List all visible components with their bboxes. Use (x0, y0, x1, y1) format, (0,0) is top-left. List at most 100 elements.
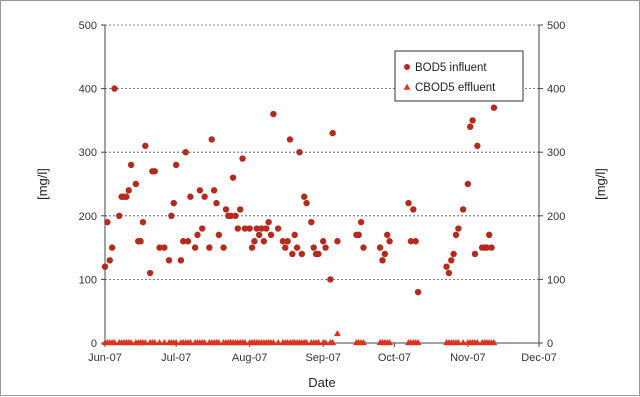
bod5-point (467, 123, 474, 130)
cbod5-point (322, 338, 329, 346)
bod5-point (443, 263, 450, 270)
cbod5-point (454, 338, 462, 346)
x-tick-label: Aug-07 (232, 352, 267, 364)
bod5-point (222, 206, 230, 213)
bod5-point (142, 142, 149, 150)
bod5-point (132, 180, 140, 188)
cbod5-point (490, 338, 498, 346)
cbod5-point (360, 338, 367, 346)
bod5-point (315, 250, 322, 258)
bod5-point (450, 250, 457, 258)
y-tick-label: 100 (547, 274, 565, 286)
y-tick-label: 300 (79, 147, 97, 159)
bod5-point (127, 161, 135, 169)
bod5-point (146, 269, 154, 277)
cbod5-point (303, 338, 310, 346)
bod5-point (459, 206, 467, 213)
bod5-point (210, 187, 218, 194)
bod5-point (293, 244, 301, 251)
x-tick-label: Oct-07 (378, 352, 411, 364)
bod5-point (116, 212, 123, 219)
y-ticks-right: 0 100 200 300 400 500 (539, 20, 565, 350)
bod5-point (464, 180, 472, 188)
bod5-influent-series (101, 85, 498, 296)
bod5-point (156, 244, 163, 251)
bod5-point (201, 193, 208, 200)
bod5-point (274, 225, 282, 232)
bod5-point (386, 238, 393, 245)
y-tick-label: 0 (91, 338, 97, 350)
bod5-point (251, 238, 258, 245)
bod5-point (445, 269, 453, 277)
bod5-point (232, 212, 239, 219)
x-axis-title: Date (308, 375, 335, 390)
y-tick-label: 500 (79, 20, 97, 32)
y-axis-title-left: [mg/l] (35, 168, 50, 200)
cbod5-point (160, 338, 168, 346)
cbod5-point (459, 338, 467, 346)
bod5-point (229, 174, 237, 181)
x-tick-label: Nov-07 (450, 352, 485, 364)
y-ticks-left: 0 100 200 300 400 500 (79, 20, 105, 350)
y-tick-label: 200 (547, 211, 565, 223)
bod5-point (279, 238, 287, 245)
legend-label-cbod5: CBOD5 effluent (415, 82, 496, 94)
bod5-point (455, 225, 462, 232)
bod5-point (101, 263, 109, 270)
y-axis-title-right: [mg/l] (593, 168, 608, 200)
bod5-point (246, 225, 253, 232)
bod5-point (414, 288, 422, 296)
legend-box (394, 50, 524, 102)
bod5-point (357, 218, 365, 226)
cbod5-effluent-series (101, 330, 498, 346)
bod5-point (111, 85, 118, 92)
bod5-point (282, 244, 289, 251)
bod5-point (168, 212, 175, 219)
bod5-point (258, 225, 265, 232)
cbod5-point (329, 338, 337, 346)
cbod5-point (274, 338, 282, 346)
bod5-point (170, 199, 177, 207)
bod5-point (384, 231, 391, 239)
cbod5-point (334, 330, 341, 337)
bod5-point (334, 238, 341, 245)
bod5-point (206, 244, 213, 251)
bod5-point (151, 168, 159, 175)
x-tick-label: Sep-07 (305, 352, 340, 364)
bod5-point (208, 136, 215, 143)
bod5-point (490, 104, 498, 111)
y-tick-label: 400 (547, 84, 565, 96)
bod5-point (322, 244, 329, 251)
x-tick-label: Dec-07 (521, 352, 556, 364)
cbod5-point (473, 338, 481, 346)
bod5-point (215, 231, 223, 239)
bod5-point (104, 218, 111, 226)
bod5-point (191, 244, 199, 251)
cbod5-point (186, 338, 194, 346)
cbod5-point (269, 338, 277, 346)
bod5-point (298, 250, 306, 258)
bod5-point (227, 212, 234, 219)
y-tick-label: 200 (79, 211, 97, 223)
bod5-point (248, 244, 256, 251)
bod5-point (180, 238, 187, 245)
bod5-point (474, 142, 481, 150)
cbod5-point (172, 338, 180, 346)
cbod5-point (156, 338, 163, 346)
x-tick-label: Jun-07 (88, 352, 122, 364)
bod5-point (236, 206, 244, 213)
y-tick-label: 100 (79, 274, 97, 286)
bod5-point (184, 238, 192, 245)
cbod5-point (111, 338, 118, 346)
cbod5-point (315, 338, 322, 346)
legend: BOD5 influent CBOD5 effluent (394, 50, 524, 102)
bod5-point (296, 149, 303, 156)
data-points (101, 85, 498, 346)
legend-label-bod5: BOD5 influent (415, 62, 487, 74)
bod5-point (239, 155, 246, 162)
y-tick-label: 400 (79, 84, 97, 96)
bod5-point (448, 257, 455, 264)
bod5-point (263, 225, 270, 232)
